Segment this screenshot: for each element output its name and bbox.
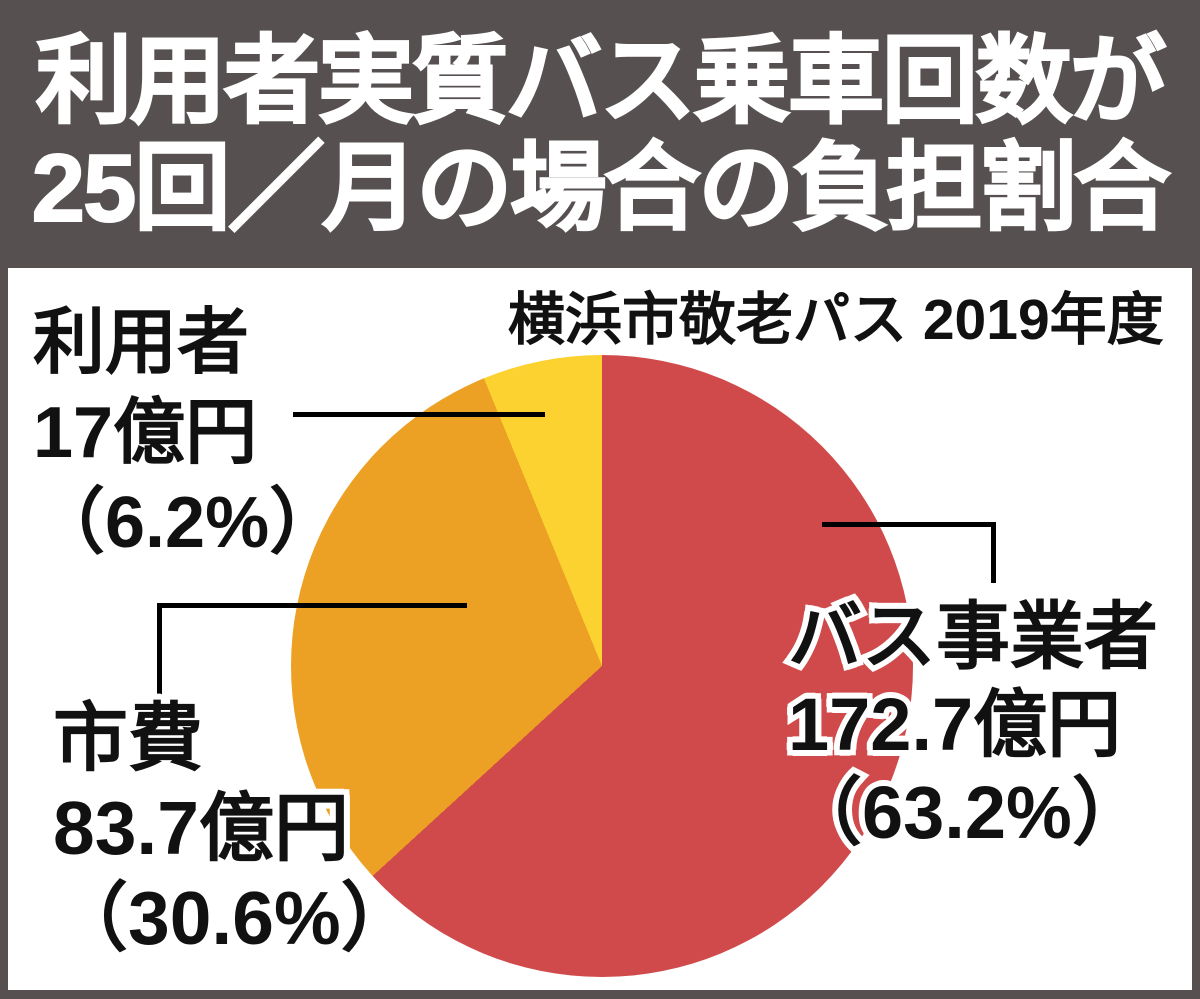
label-city-name: 市費 xyxy=(48,691,209,786)
callout-line-city-horizontal xyxy=(157,603,467,608)
chart-subtitle: 横浜市敬老パス 2019年度 xyxy=(508,288,1164,352)
chart-panel: 横浜市敬老パス 2019年度 利用者 17億円 （6.2%） 市費 83.7億円… xyxy=(8,268,1192,990)
label-city-amount: 83.7億円 xyxy=(48,781,355,876)
label-bus-amount: 172.7億円 xyxy=(783,678,1127,772)
label-users-percent: （6.2%） xyxy=(33,483,342,563)
label-users: 利用者 17億円 （6.2%） xyxy=(33,298,341,568)
callout-line-city-vertical xyxy=(157,603,162,695)
label-bus-percent: （63.2%） xyxy=(783,766,1152,860)
label-bus-name: バス事業者 xyxy=(783,590,1164,684)
label-users-name: 利用者 xyxy=(33,303,250,383)
header-title-line2: 25回／月の場合の負担割合 xyxy=(31,134,1172,243)
label-users-amount: 17億円 xyxy=(33,393,258,473)
callout-line-bus-vertical xyxy=(991,522,996,583)
header: 利用者実質バス乗車回数が 25回／月の場合の負担割合 xyxy=(0,0,1200,268)
pie-chart xyxy=(291,355,913,977)
header-title-line1: 利用者実質バス乗車回数が xyxy=(35,27,1167,136)
callout-line-users xyxy=(293,412,545,417)
label-city: 市費 83.7億円 （30.6%） xyxy=(48,691,422,966)
label-bus: バス事業者 172.7億円 （63.2%） xyxy=(783,590,1164,860)
label-city-percent: （30.6%） xyxy=(48,871,422,966)
callout-line-bus-horizontal xyxy=(822,522,996,527)
